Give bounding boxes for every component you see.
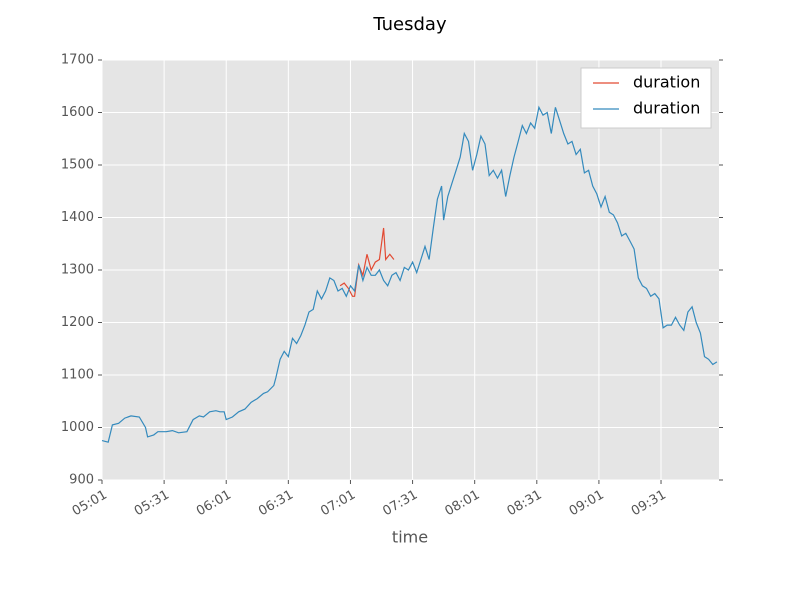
x-tick-label: 06:31 bbox=[256, 488, 296, 520]
y-tick-label: 1700 bbox=[61, 53, 94, 68]
legend-label: duration bbox=[633, 99, 700, 118]
y-tick-label: 1100 bbox=[61, 368, 94, 383]
x-axis-label: time bbox=[392, 528, 428, 547]
y-tick-label: 1200 bbox=[61, 315, 94, 330]
x-tick-label: 08:01 bbox=[442, 488, 482, 520]
x-tick-label: 08:31 bbox=[505, 488, 545, 520]
y-tick-label: 1000 bbox=[61, 420, 94, 435]
legend-box bbox=[580, 67, 712, 129]
chart-title: Tuesday bbox=[372, 14, 447, 35]
x-tick-label: 09:31 bbox=[629, 488, 669, 520]
legend-label: duration bbox=[633, 73, 700, 92]
y-tick-label: 900 bbox=[69, 473, 94, 488]
x-tick-label: 05:31 bbox=[132, 488, 172, 520]
x-tick-label: 07:01 bbox=[318, 488, 358, 520]
x-tick-label: 09:01 bbox=[567, 488, 607, 520]
series-line bbox=[339, 227, 395, 297]
x-tick-label: 05:01 bbox=[70, 488, 110, 520]
y-tick-label: 1300 bbox=[61, 263, 94, 278]
x-tick-label: 07:31 bbox=[380, 488, 420, 520]
y-tick-label: 1500 bbox=[61, 158, 94, 173]
y-tick-label: 1400 bbox=[61, 210, 94, 225]
y-tick-label: 1600 bbox=[61, 105, 94, 120]
x-tick-label: 06:01 bbox=[194, 488, 234, 520]
series-line bbox=[101, 105, 718, 443]
